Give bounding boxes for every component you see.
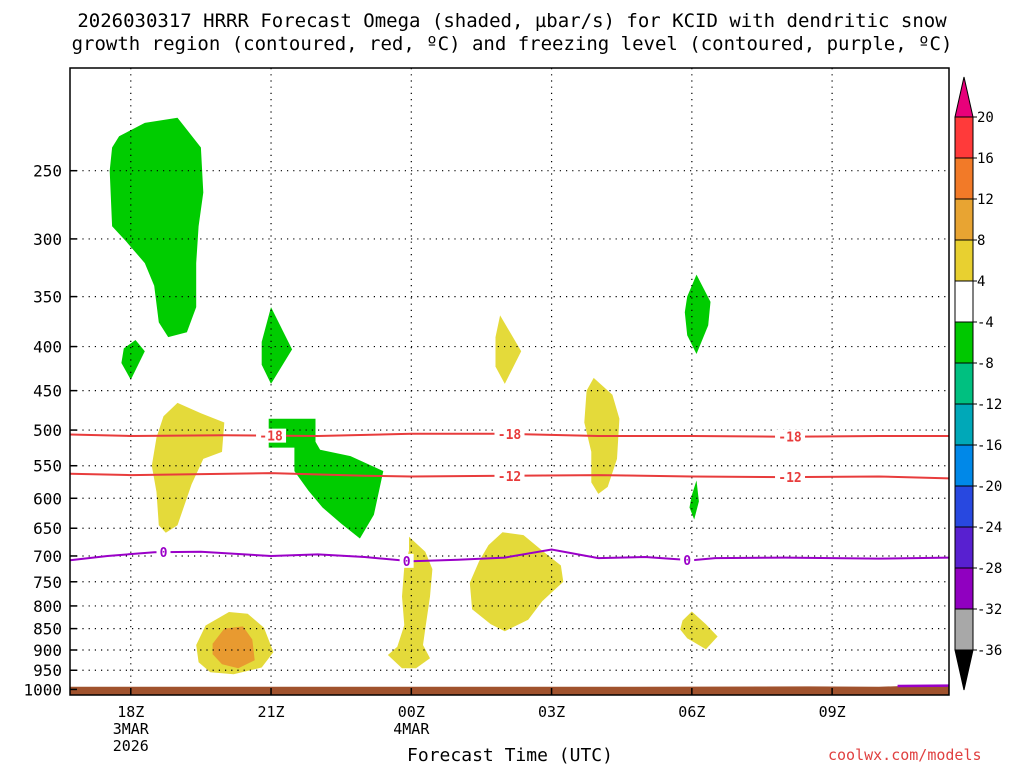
y-tick-label: 400 bbox=[33, 338, 62, 357]
colorbar-label: -4 bbox=[977, 315, 994, 331]
omega-region-4 bbox=[151, 402, 225, 533]
dgz-contour-12-label: -12 bbox=[778, 471, 801, 486]
ground-surface bbox=[70, 685, 949, 695]
y-tick-label: 650 bbox=[33, 519, 62, 538]
dgz-contour-18-label-bg bbox=[494, 426, 525, 441]
dgz-contour-18-label: -18 bbox=[778, 431, 802, 446]
freezing-level-contour-label-bg bbox=[680, 552, 695, 567]
colorbar-swatch bbox=[954, 526, 974, 569]
chart-title-line-2: growth region (contoured, red, ºC) and f… bbox=[71, 33, 953, 55]
colorbar-swatch bbox=[954, 157, 974, 200]
colorbar: 20 16 12 8 4 -4 -8 -12 -16 -20 -24 -28 -32 -36 bbox=[954, 76, 1002, 691]
omega-region-4 bbox=[680, 611, 718, 650]
dgz-contour-18-label-bg bbox=[256, 428, 287, 443]
x-tick-date-label: 3MAR bbox=[113, 720, 150, 738]
axis-labels-layer: 250 300 350 400 450 500 550 600 650 700 750 800 850 9… bbox=[23, 162, 845, 755]
dgz-contour-12-label-bg bbox=[494, 468, 525, 483]
omega-region--8 bbox=[689, 480, 699, 520]
dgz-contour-18-label: -18 bbox=[259, 430, 283, 445]
omega-region-12 bbox=[226, 637, 241, 661]
y-tick-label: 700 bbox=[33, 547, 62, 566]
colorbar-swatch bbox=[954, 321, 974, 364]
colorbar-label: -8 bbox=[977, 356, 994, 372]
dgz-contour-18-label: -18 bbox=[498, 428, 522, 443]
y-tick-label: 600 bbox=[33, 489, 62, 508]
y-tick-label: 900 bbox=[33, 641, 62, 660]
y-tick-label: 1000 bbox=[23, 680, 62, 699]
credit-link[interactable]: coolwx.com/models bbox=[828, 746, 982, 764]
x-axis-title: Forecast Time (UTC) bbox=[407, 745, 613, 766]
dgz-contour-12-label-bg bbox=[775, 470, 806, 485]
dgz-contour-18-label-bg bbox=[775, 429, 806, 444]
freezing-level-contour-label-bg bbox=[156, 545, 171, 560]
colorbar-label: 20 bbox=[977, 110, 994, 126]
colorbar-swatch bbox=[954, 239, 974, 282]
colorbar-label: 4 bbox=[977, 274, 985, 290]
y-tick-label: 750 bbox=[33, 573, 62, 592]
colorbar-swatch bbox=[954, 403, 974, 446]
freezing-level-contour-label-bg bbox=[399, 553, 414, 568]
x-tick-label: 03Z bbox=[538, 703, 565, 721]
omega-region--8 bbox=[268, 418, 384, 539]
colorbar-top-triangle bbox=[954, 76, 974, 118]
colorbar-label: -28 bbox=[977, 561, 1002, 577]
x-tick-date-label: 4MAR bbox=[393, 720, 430, 738]
dgz-contour-12-label: -12 bbox=[498, 470, 521, 485]
colorbar-swatch bbox=[954, 198, 974, 241]
colorbar-swatch bbox=[954, 567, 974, 610]
colorbar-label: 12 bbox=[977, 192, 994, 208]
colorbar-swatch bbox=[954, 280, 974, 323]
colorbar-label: -20 bbox=[977, 479, 1002, 495]
omega-region--8 bbox=[684, 274, 711, 354]
y-tick-label: 550 bbox=[33, 457, 62, 476]
freezing-level-contour-label: 0 bbox=[683, 554, 691, 569]
x-tick-label: 09Z bbox=[819, 703, 846, 721]
x-tick-label: 06Z bbox=[678, 703, 705, 721]
colorbar-label: -36 bbox=[977, 643, 1002, 659]
x-tick-label: 21Z bbox=[258, 703, 285, 721]
contour-layer: -18 -18 -18 -12 -12 0 0 0 bbox=[69, 426, 950, 570]
colorbar-swatch bbox=[954, 444, 974, 487]
x-tick-label: 00Z bbox=[398, 703, 425, 721]
colorbar-swatch bbox=[954, 485, 974, 528]
colorbar-swatch bbox=[954, 608, 974, 651]
colorbar-label: 16 bbox=[977, 151, 994, 167]
y-tick-label: 250 bbox=[33, 162, 62, 181]
omega-region-4 bbox=[387, 536, 433, 669]
chart-title-line-1: 2026030317 HRRR Forecast Omega (shaded, … bbox=[77, 10, 947, 32]
omega-region--8 bbox=[109, 117, 204, 338]
y-tick-label: 950 bbox=[33, 661, 62, 680]
x-tick-date-label: 2026 bbox=[113, 737, 149, 755]
colorbar-label: -24 bbox=[977, 520, 1002, 536]
colorbar-swatch bbox=[954, 116, 974, 159]
y-tick-label: 800 bbox=[33, 597, 62, 616]
colorbar-swatch bbox=[954, 362, 974, 405]
colorbar-label: -32 bbox=[977, 602, 1002, 618]
colorbar-bottom-triangle bbox=[954, 649, 974, 691]
y-tick-label: 450 bbox=[33, 382, 62, 401]
y-tick-label: 300 bbox=[33, 230, 62, 249]
colorbar-label: -16 bbox=[977, 438, 1002, 454]
ground-layer bbox=[70, 684, 950, 695]
freezing-level-contour-line bbox=[69, 548, 950, 563]
x-tick-label: 18Z bbox=[117, 703, 144, 721]
y-tick-label: 500 bbox=[33, 421, 62, 440]
omega-region-4 bbox=[495, 315, 522, 384]
omega-region--8 bbox=[121, 340, 145, 380]
colorbar-label: -12 bbox=[977, 397, 1002, 413]
omega-region--8 bbox=[261, 307, 293, 384]
plot-frame bbox=[69, 67, 950, 696]
omega-fill-layer bbox=[109, 117, 718, 675]
freezing-level-contour-label: 0 bbox=[403, 555, 411, 570]
y-tick-label: 350 bbox=[33, 288, 62, 307]
colorbar-label: 8 bbox=[977, 233, 985, 249]
freezing-level-contour-label: 0 bbox=[160, 546, 168, 561]
y-tick-label: 850 bbox=[33, 620, 62, 639]
